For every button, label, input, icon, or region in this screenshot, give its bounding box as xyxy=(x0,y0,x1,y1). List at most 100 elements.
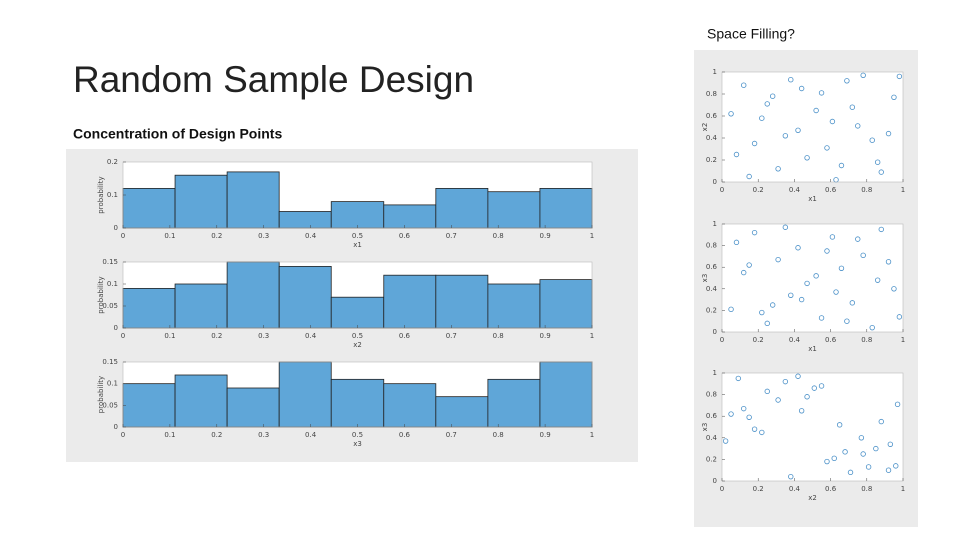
bar xyxy=(539,361,593,428)
x-axis-label: x1 xyxy=(353,241,362,249)
y-axis-label: probability xyxy=(97,376,105,413)
bar xyxy=(435,187,489,229)
x-tick-label: 0.6 xyxy=(399,431,411,439)
y-tick-label: 0.4 xyxy=(706,285,718,293)
x-tick-label: 0.3 xyxy=(258,232,269,240)
point xyxy=(885,467,892,473)
x-tick-label: 0 xyxy=(720,336,724,344)
x-tick-label: 0.8 xyxy=(861,485,872,493)
x-tick-label: 0.1 xyxy=(164,332,175,340)
y-axis-label: x2 xyxy=(701,123,709,132)
point xyxy=(746,262,752,268)
point xyxy=(860,252,866,259)
point xyxy=(741,82,747,88)
y-tick-label: 0.15 xyxy=(102,358,118,366)
point xyxy=(858,435,865,441)
point xyxy=(746,173,752,180)
bar xyxy=(383,274,437,329)
y-tick-label: 0.05 xyxy=(102,302,118,310)
y-tick-label: 0.1 xyxy=(107,380,118,388)
point xyxy=(833,289,839,295)
x-tick-label: 0.1 xyxy=(164,232,175,240)
y-axis-label: x3 xyxy=(701,274,709,283)
y-tick-label: 0.4 xyxy=(706,434,718,442)
y-tick-label: 1 xyxy=(713,68,717,76)
point xyxy=(836,422,843,428)
y-tick-label: 0.6 xyxy=(706,412,718,420)
x-tick-label: 0.2 xyxy=(211,232,222,240)
point xyxy=(751,140,758,147)
point xyxy=(798,296,805,303)
bar xyxy=(226,387,280,428)
plot-area xyxy=(722,224,903,332)
bar xyxy=(539,187,593,229)
x-tick-label: 0.2 xyxy=(753,336,764,344)
bar xyxy=(122,187,176,229)
point xyxy=(818,383,825,389)
point xyxy=(728,111,734,117)
y-tick-label: 0 xyxy=(713,178,717,186)
point xyxy=(728,411,734,417)
bar xyxy=(278,265,332,329)
point xyxy=(769,93,776,99)
x-tick-label: 0.5 xyxy=(352,332,363,340)
x-tick-label: 0.2 xyxy=(753,186,764,194)
x-tick-label: 0.2 xyxy=(753,485,764,493)
point xyxy=(878,418,884,425)
point xyxy=(893,463,899,469)
plot-area xyxy=(722,373,903,481)
side-title: Space Filling? xyxy=(707,26,795,42)
y-tick-label: 1 xyxy=(713,369,717,377)
point xyxy=(842,449,848,455)
bar xyxy=(539,279,593,329)
x-tick-label: 0.4 xyxy=(789,485,801,493)
bar xyxy=(122,287,176,329)
slide-title: Random Sample Design xyxy=(73,59,474,100)
x-axis-label: x2 xyxy=(353,341,362,349)
point xyxy=(865,464,872,470)
point xyxy=(838,162,845,169)
point xyxy=(878,169,884,175)
x-tick-label: 0.2 xyxy=(211,332,222,340)
point xyxy=(887,441,894,447)
y-tick-label: 0.2 xyxy=(706,156,717,164)
point xyxy=(811,385,818,391)
y-tick-label: 1 xyxy=(713,220,717,228)
x-tick-label: 0.4 xyxy=(305,232,317,240)
point xyxy=(798,408,805,414)
point xyxy=(885,259,892,265)
point xyxy=(818,315,825,321)
point xyxy=(873,445,879,452)
x-tick-label: 1 xyxy=(901,485,905,493)
bar xyxy=(435,274,489,329)
x-tick-label: 0.7 xyxy=(446,431,457,439)
point xyxy=(775,256,781,263)
y-tick-label: 0.05 xyxy=(102,401,118,409)
x-tick-label: 1 xyxy=(590,232,594,240)
point xyxy=(855,236,861,242)
bar xyxy=(330,201,385,229)
x-tick-label: 1 xyxy=(901,186,905,194)
y-tick-label: 0 xyxy=(114,423,118,431)
bar xyxy=(487,378,541,428)
bar xyxy=(226,261,280,329)
x-tick-label: 0.8 xyxy=(861,336,872,344)
y-axis-label: probability xyxy=(97,176,105,213)
point xyxy=(764,320,770,327)
x-tick-label: 1 xyxy=(590,332,594,340)
x-axis-label: x2 xyxy=(808,494,817,502)
point xyxy=(722,438,729,444)
y-tick-label: 0.8 xyxy=(706,242,717,250)
x-tick-label: 0.4 xyxy=(305,332,317,340)
axes-box xyxy=(721,71,904,183)
point xyxy=(788,292,794,298)
y-axis-label: x3 xyxy=(701,423,709,432)
bar xyxy=(174,283,228,329)
y-tick-label: 0.15 xyxy=(102,258,118,266)
point xyxy=(829,118,836,125)
point xyxy=(849,300,856,306)
point xyxy=(759,309,765,316)
bar xyxy=(383,204,437,229)
x-tick-label: 0.6 xyxy=(825,186,837,194)
x-tick-label: 0 xyxy=(121,232,125,240)
